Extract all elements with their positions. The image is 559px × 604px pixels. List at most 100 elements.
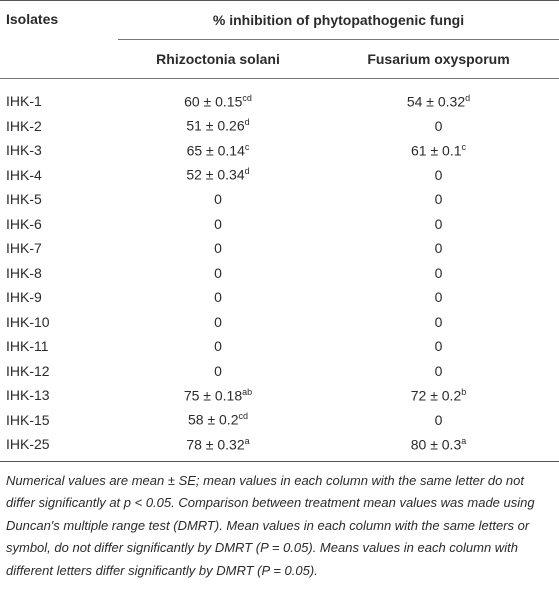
value-cell: 75 ± 0.18ab	[118, 383, 318, 408]
value-text: 0	[434, 166, 443, 183]
table-row: IHK-10 0 0	[0, 310, 559, 335]
value-cell: 0	[318, 310, 559, 335]
value-text: 0	[434, 215, 443, 232]
significance-letter: cd	[242, 92, 252, 103]
value-text: 0	[434, 240, 443, 257]
value-text: 75 ± 0.18	[183, 387, 243, 404]
value-cell: 0	[118, 359, 318, 384]
significance-letter: d	[244, 166, 250, 177]
significance-letter: cd	[238, 411, 248, 422]
value-text: 0	[434, 289, 443, 306]
value-cell: 78 ± 0.32a	[118, 432, 318, 461]
header-group: % inhibition of phytopathogenic fungi	[118, 0, 559, 40]
significance-letter: c	[244, 141, 250, 152]
value-cell: 54 ± 0.32d	[318, 79, 559, 114]
isolate-cell: IHK-1	[6, 93, 42, 110]
isolate-cell: IHK-4	[6, 166, 42, 183]
header-cell: Isolates	[6, 11, 59, 27]
value-text: 0	[434, 338, 443, 355]
value-cell: 0	[118, 334, 318, 359]
value-cell: 52 ± 0.34d	[118, 163, 318, 188]
table-row: IHK-9 0 0	[0, 285, 559, 310]
value-text: 0	[434, 191, 443, 208]
table-row: IHK-25 78 ± 0.32a 80 ± 0.3a	[0, 432, 559, 461]
isolate-cell: IHK-2	[6, 117, 42, 134]
value-cell: 0	[118, 285, 318, 310]
table-row: IHK-12 0 0	[0, 359, 559, 384]
table-row: IHK-6 0 0	[0, 212, 559, 237]
value-cell: 0	[318, 261, 559, 286]
isolate-cell: IHK-13	[6, 387, 50, 404]
data-table: Isolates % inhibition of phytopathogenic…	[0, 0, 559, 461]
value-text: 58 ± 0.2	[187, 412, 239, 429]
table-row: IHK-8 0 0	[0, 261, 559, 286]
isolate-cell: IHK-15	[6, 411, 50, 428]
value-text: 0	[214, 338, 222, 355]
value-text: 0	[434, 264, 443, 281]
value-text: 0	[214, 215, 222, 232]
significance-letter: a	[461, 435, 467, 446]
value-text: 72 ± 0.2	[410, 387, 462, 404]
value-text: 61 ± 0.1	[411, 142, 462, 159]
table-row: IHK-11 0 0	[0, 334, 559, 359]
isolate-cell: IHK-12	[6, 362, 50, 379]
isolate-cell: IHK-3	[6, 142, 42, 159]
table-row: IHK-5 0 0	[0, 187, 559, 212]
value-cell: 61 ± 0.1c	[318, 138, 559, 163]
table-row: IHK-7 0 0	[0, 236, 559, 261]
value-text: 0	[214, 191, 222, 208]
isolate-cell: IHK-10	[6, 313, 50, 330]
value-text: 0	[434, 313, 443, 330]
value-cell: 0	[318, 163, 559, 188]
table-row: IHK-15 58 ± 0.2cd 0	[0, 408, 559, 433]
value-cell: 0	[318, 236, 559, 261]
value-cell: 58 ± 0.2cd	[118, 408, 318, 433]
value-cell: 0	[318, 187, 559, 212]
significance-letter: a	[244, 435, 250, 446]
isolate-cell: IHK-5	[6, 191, 42, 208]
significance-letter: c	[461, 141, 467, 152]
value-text: 60 ± 0.15	[184, 93, 243, 110]
value-text: 80 ± 0.3	[410, 436, 462, 453]
table-row: IHK-2 51 ± 0.26d 0	[0, 114, 559, 139]
table-row: IHK-4 52 ± 0.34d 0	[0, 163, 559, 188]
value-cell: 0	[318, 408, 559, 433]
value-text: 0	[214, 264, 222, 281]
value-text: 0	[434, 411, 443, 428]
value-text: 65 ± 0.14	[186, 142, 245, 159]
value-cell: 60 ± 0.15cd	[118, 79, 318, 114]
value-cell: 0	[318, 285, 559, 310]
value-cell: 72 ± 0.2b	[318, 383, 559, 408]
isolate-cell: IHK-7	[6, 240, 42, 257]
value-cell: 0	[118, 212, 318, 237]
significance-letter: d	[465, 92, 471, 103]
value-text: 0	[434, 117, 443, 134]
table-row: IHK-13 75 ± 0.18ab 72 ± 0.2b	[0, 383, 559, 408]
isolate-cell: IHK-11	[6, 338, 49, 355]
isolate-cell: IHK-25	[6, 436, 50, 453]
value-cell: 0	[118, 261, 318, 286]
value-text: 78 ± 0.32	[186, 436, 245, 453]
value-cell: 65 ± 0.14c	[118, 138, 318, 163]
header-cell: Fusarium oxysporum	[367, 51, 510, 67]
value-text: 0	[214, 240, 222, 257]
significance-letter: b	[461, 386, 467, 397]
significance-letter: d	[244, 117, 250, 128]
value-text: 0	[434, 362, 443, 379]
value-cell: 80 ± 0.3a	[318, 432, 559, 461]
value-cell: 0	[118, 236, 318, 261]
value-cell: 0	[318, 359, 559, 384]
value-cell: 0	[318, 334, 559, 359]
value-text: 0	[214, 289, 222, 306]
value-cell: 0	[318, 212, 559, 237]
value-cell: 0	[118, 187, 318, 212]
value-cell: 0	[318, 114, 559, 139]
isolate-cell: IHK-6	[6, 215, 42, 232]
value-text: 0	[214, 362, 222, 379]
table-row: IHK-1 60 ± 0.15cd 54 ± 0.32d	[0, 79, 559, 114]
table-row: IHK-3 65 ± 0.14c 61 ± 0.1c	[0, 138, 559, 163]
table-body: IHK-1 60 ± 0.15cd 54 ± 0.32d IHK-2 51 ± 0.26…	[0, 79, 559, 461]
value-text: 52 ± 0.34	[186, 167, 245, 184]
header-cell: Rhizoctonia solani	[156, 51, 280, 67]
